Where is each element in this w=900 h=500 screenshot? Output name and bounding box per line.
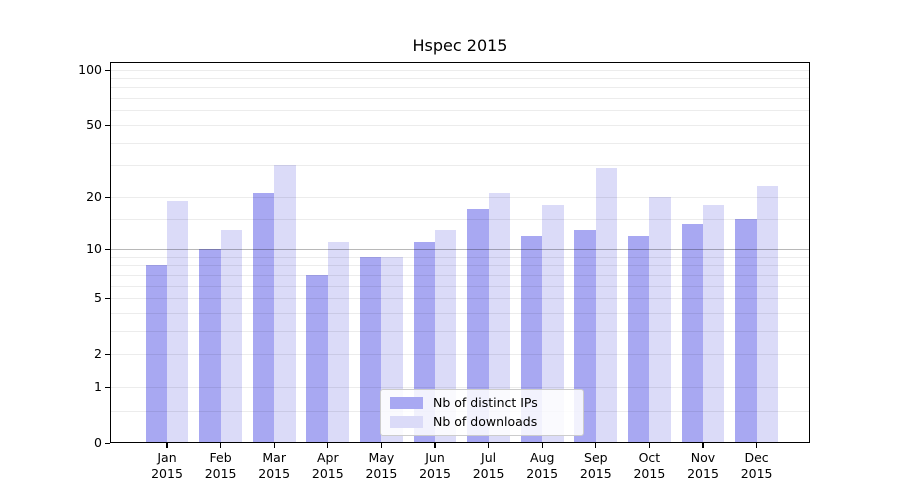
x-tick-label-sep: Sep 2015 xyxy=(579,450,612,481)
y-tick-label: 5 xyxy=(94,290,102,306)
y-tick-mark xyxy=(105,249,110,251)
y-tick-label: 100 xyxy=(78,61,102,77)
bar-distinct-ips-mar xyxy=(252,192,275,444)
x-tick-mark xyxy=(595,443,597,448)
legend-swatch-distinct-ips xyxy=(390,397,423,409)
x-tick-label-feb: Feb 2015 xyxy=(204,450,237,481)
gridline xyxy=(111,265,809,267)
bar-downloads-jan xyxy=(167,200,189,444)
gridline xyxy=(111,387,809,389)
gridline xyxy=(111,124,809,126)
bar-distinct-ips-jul xyxy=(467,209,489,444)
y-tick-mark xyxy=(105,69,110,71)
x-tick-label-may: May 2015 xyxy=(365,450,398,481)
bar-distinct-ips-jan xyxy=(145,265,167,444)
x-tick-mark xyxy=(273,443,275,448)
bar-downloads-mar xyxy=(274,165,296,444)
y-tick-mark xyxy=(105,124,110,126)
bar-distinct-ips-dec xyxy=(735,218,757,444)
x-tick-label-mar: Mar 2015 xyxy=(258,450,291,481)
y-tick-mark xyxy=(105,443,110,445)
bar-downloads-apr xyxy=(327,242,350,444)
legend-entry-distinct-ips: Nb of distinct IPs xyxy=(390,396,574,410)
x-tick-mark xyxy=(756,443,758,448)
x-tick-label-jan: Jan 2015 xyxy=(151,450,183,481)
x-tick-mark xyxy=(380,443,382,448)
gridline xyxy=(111,285,809,287)
y-tick-label: 50 xyxy=(86,116,102,132)
gridline xyxy=(111,312,809,314)
bar-downloads-nov xyxy=(703,204,725,444)
x-tick-label-aug: Aug 2015 xyxy=(526,450,559,481)
legend-label-downloads: Nb of downloads xyxy=(433,414,538,429)
y-tick-label: 0 xyxy=(94,435,102,451)
gridline xyxy=(111,87,809,89)
legend: Nb of distinct IPs Nb of downloads xyxy=(380,389,584,436)
x-tick-mark xyxy=(702,443,704,448)
bar-downloads-oct xyxy=(649,196,671,444)
legend-entry-downloads: Nb of downloads xyxy=(390,415,574,429)
x-tick-mark xyxy=(327,443,329,448)
gridline xyxy=(111,354,809,356)
bar-downloads-feb xyxy=(220,229,242,444)
gridline xyxy=(111,110,809,112)
x-tick-mark xyxy=(434,443,436,448)
gridline xyxy=(111,256,809,258)
x-tick-label-dec: Dec 2015 xyxy=(740,450,773,481)
chart-title: Hspec 2015 xyxy=(412,36,508,55)
bar-distinct-ips-apr xyxy=(306,274,328,444)
x-tick-label-jul: Jul 2015 xyxy=(472,450,505,481)
y-tick-label: 2 xyxy=(94,346,102,362)
gridline-emphasized xyxy=(111,249,809,251)
bar-distinct-ips-nov xyxy=(681,223,703,444)
gridline xyxy=(111,69,809,71)
legend-label-distinct-ips: Nb of distinct IPs xyxy=(433,395,538,410)
x-tick-mark xyxy=(648,443,650,448)
x-tick-label-jun: Jun 2015 xyxy=(419,450,451,481)
gridline xyxy=(111,142,809,144)
x-tick-mark xyxy=(166,443,168,448)
legend-swatch-downloads xyxy=(390,416,423,428)
x-tick-mark xyxy=(488,443,490,448)
y-tick-mark xyxy=(105,387,110,389)
x-tick-mark xyxy=(541,443,543,448)
x-tick-label-apr: Apr 2015 xyxy=(311,450,344,481)
y-tick-mark xyxy=(105,354,110,356)
y-tick-label: 20 xyxy=(86,188,102,204)
x-tick-label-nov: Nov 2015 xyxy=(687,450,719,481)
gridline xyxy=(111,77,809,79)
y-tick-mark xyxy=(105,196,110,198)
bar-downloads-sep xyxy=(595,167,618,444)
gridline xyxy=(111,165,809,167)
gridline xyxy=(111,274,809,276)
bar-downloads-aug xyxy=(542,204,564,444)
bar-downloads-dec xyxy=(756,185,778,444)
x-tick-label-oct: Oct 2015 xyxy=(633,450,666,481)
bar-distinct-ips-may xyxy=(360,256,382,444)
bar-distinct-ips-oct xyxy=(628,235,650,444)
y-tick-label: 1 xyxy=(94,379,102,395)
y-tick-label: 10 xyxy=(86,241,102,257)
gridline xyxy=(111,98,809,99)
x-tick-mark xyxy=(220,443,222,448)
bar-distinct-ips-feb xyxy=(199,249,221,444)
gridline xyxy=(111,218,809,220)
y-tick-mark xyxy=(105,298,110,300)
gridline xyxy=(111,298,809,300)
gridline xyxy=(111,196,809,198)
bar-downloads-jul xyxy=(488,192,510,444)
gridline xyxy=(111,331,809,332)
